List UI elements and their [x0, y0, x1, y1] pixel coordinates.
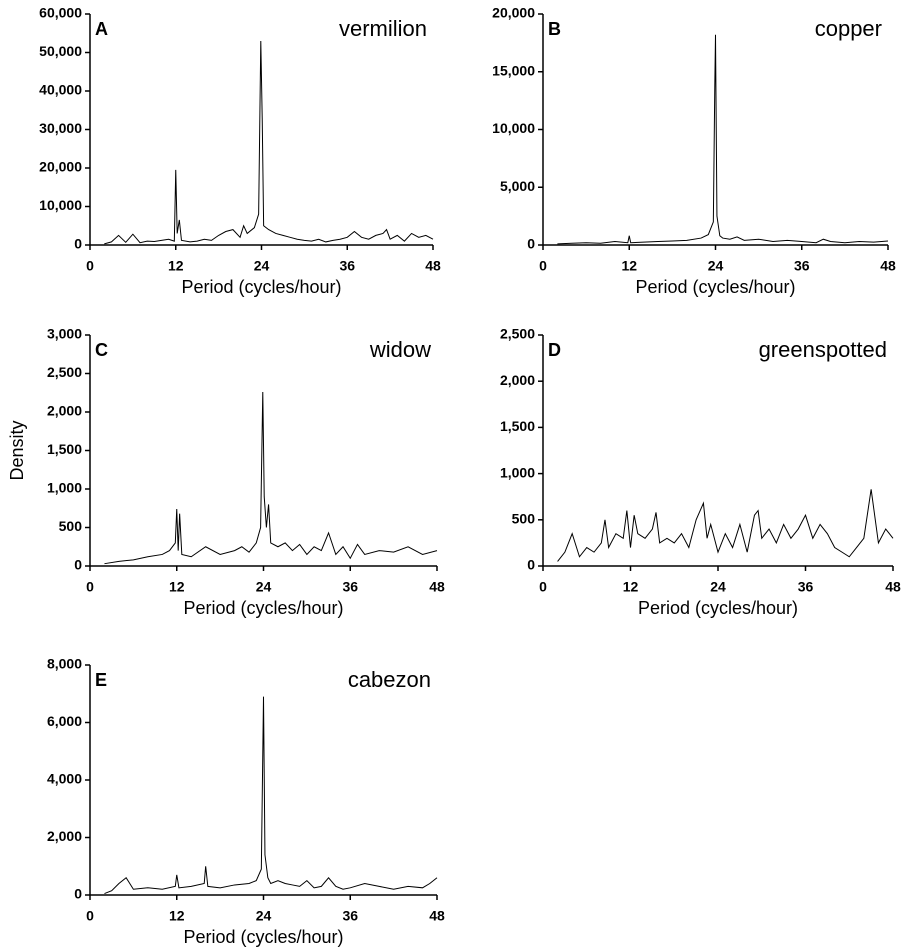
- data-line: [557, 489, 894, 562]
- x-axis-label: Period (cycles/hour): [638, 598, 798, 618]
- data-line: [104, 40, 434, 245]
- x-axis-label: Period (cycles/hour): [183, 598, 343, 618]
- y-tick-label: 20,000: [39, 159, 82, 175]
- y-tick-label: 500: [59, 518, 83, 534]
- data-line: [104, 696, 438, 895]
- x-tick-label: 48: [425, 258, 441, 274]
- x-tick-label: 24: [710, 579, 726, 595]
- y-tick-label: 2,000: [500, 372, 535, 388]
- y-tick-label: 2,500: [500, 326, 535, 342]
- y-tick-label: 20,000: [492, 5, 535, 21]
- x-tick-label: 12: [168, 258, 184, 274]
- x-tick-label: 24: [256, 579, 272, 595]
- x-tick-label: 36: [342, 908, 358, 924]
- y-tick-label: 6,000: [47, 713, 82, 729]
- x-tick-label: 12: [169, 908, 185, 924]
- panel-letter: B: [548, 19, 561, 39]
- x-tick-label: 48: [885, 579, 901, 595]
- panel-title: copper: [815, 16, 882, 41]
- y-axis-label: Density: [7, 420, 27, 480]
- y-tick-label: 2,500: [47, 364, 82, 380]
- y-tick-label: 0: [527, 557, 535, 573]
- y-tick-label: 0: [527, 236, 535, 252]
- x-tick-label: 0: [86, 908, 94, 924]
- y-tick-label: 10,000: [39, 197, 82, 213]
- y-tick-label: 2,000: [47, 403, 82, 419]
- y-tick-label: 1,500: [47, 441, 82, 457]
- x-tick-label: 12: [169, 579, 185, 595]
- y-tick-label: 4,000: [47, 771, 82, 787]
- panel-letter: A: [95, 19, 108, 39]
- panel-letter: C: [95, 340, 108, 360]
- y-tick-label: 2,000: [47, 828, 82, 844]
- y-tick-label: 60,000: [39, 5, 82, 21]
- y-tick-label: 40,000: [39, 82, 82, 98]
- x-tick-label: 48: [429, 908, 445, 924]
- y-tick-label: 1,000: [47, 480, 82, 496]
- y-tick-label: 3,000: [47, 326, 82, 342]
- data-line: [557, 34, 889, 245]
- x-tick-label: 24: [254, 258, 270, 274]
- x-tick-label: 24: [708, 258, 724, 274]
- y-tick-label: 5,000: [500, 178, 535, 194]
- panel-title: cabezon: [348, 667, 431, 692]
- panel-title: vermilion: [339, 16, 427, 41]
- x-axis-label: Period (cycles/hour): [181, 277, 341, 297]
- x-axis-label: Period (cycles/hour): [183, 927, 343, 947]
- y-tick-label: 15,000: [492, 62, 535, 78]
- y-tick-label: 0: [74, 886, 82, 902]
- panel-title: greenspotted: [759, 337, 887, 362]
- x-tick-label: 12: [623, 579, 639, 595]
- x-tick-label: 36: [794, 258, 810, 274]
- x-tick-label: 0: [539, 579, 547, 595]
- x-axis-label: Period (cycles/hour): [635, 277, 795, 297]
- y-tick-label: 1,500: [500, 418, 535, 434]
- x-tick-label: 48: [429, 579, 445, 595]
- x-tick-label: 48: [880, 258, 896, 274]
- y-tick-label: 0: [74, 557, 82, 573]
- y-tick-label: 0: [74, 236, 82, 252]
- x-tick-label: 0: [539, 258, 547, 274]
- x-tick-label: 12: [621, 258, 637, 274]
- x-tick-label: 36: [798, 579, 814, 595]
- x-tick-label: 0: [86, 579, 94, 595]
- x-tick-label: 36: [339, 258, 355, 274]
- panel-title: widow: [369, 337, 431, 362]
- panel-letter: D: [548, 340, 561, 360]
- y-tick-label: 500: [512, 511, 536, 527]
- x-tick-label: 24: [256, 908, 272, 924]
- y-tick-label: 1,000: [500, 464, 535, 480]
- data-line: [104, 391, 438, 565]
- y-tick-label: 10,000: [492, 120, 535, 136]
- y-tick-label: 8,000: [47, 656, 82, 672]
- y-tick-label: 50,000: [39, 43, 82, 59]
- x-tick-label: 36: [342, 579, 358, 595]
- y-tick-label: 30,000: [39, 120, 82, 136]
- panel-letter: E: [95, 670, 107, 690]
- x-tick-label: 0: [86, 258, 94, 274]
